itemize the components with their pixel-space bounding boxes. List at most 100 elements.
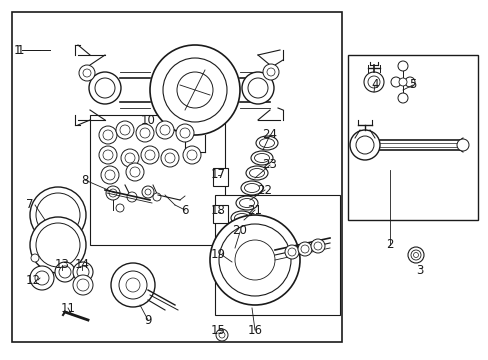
Circle shape	[313, 242, 321, 250]
Circle shape	[77, 279, 89, 291]
Ellipse shape	[223, 241, 244, 255]
Circle shape	[105, 170, 115, 180]
Circle shape	[120, 125, 130, 135]
Text: 24: 24	[262, 129, 277, 141]
Circle shape	[355, 136, 373, 154]
Circle shape	[77, 266, 89, 278]
Circle shape	[103, 150, 113, 160]
Text: 13: 13	[55, 258, 69, 271]
Circle shape	[99, 126, 117, 144]
Circle shape	[349, 130, 379, 160]
Text: 2: 2	[386, 238, 393, 252]
Text: 9: 9	[144, 314, 151, 327]
Circle shape	[119, 271, 147, 299]
Circle shape	[111, 263, 155, 307]
Text: 16: 16	[247, 324, 262, 337]
Text: 11: 11	[61, 302, 75, 315]
Text: 7: 7	[26, 198, 34, 211]
Circle shape	[36, 193, 80, 237]
Circle shape	[216, 329, 227, 341]
Circle shape	[397, 93, 407, 103]
Circle shape	[116, 121, 134, 139]
Text: 1: 1	[13, 44, 20, 57]
Circle shape	[404, 77, 414, 87]
Ellipse shape	[230, 228, 245, 237]
Circle shape	[177, 72, 213, 108]
Text: 23: 23	[262, 158, 277, 171]
Circle shape	[161, 149, 179, 167]
Ellipse shape	[254, 153, 269, 162]
Circle shape	[310, 239, 325, 253]
Circle shape	[242, 72, 273, 104]
Bar	[347, 55, 477, 220]
Circle shape	[141, 146, 159, 164]
Text: 3: 3	[415, 264, 423, 276]
Circle shape	[89, 72, 121, 104]
Circle shape	[219, 332, 224, 338]
Ellipse shape	[219, 258, 241, 272]
Text: 12: 12	[25, 274, 41, 287]
Circle shape	[145, 189, 151, 195]
Circle shape	[109, 189, 117, 197]
Circle shape	[121, 149, 139, 167]
Ellipse shape	[236, 196, 258, 210]
Circle shape	[73, 262, 93, 282]
Circle shape	[219, 224, 290, 296]
Circle shape	[266, 68, 274, 76]
Circle shape	[390, 77, 400, 87]
Ellipse shape	[226, 225, 248, 239]
Circle shape	[180, 128, 190, 138]
Text: 21: 21	[247, 203, 262, 216]
Ellipse shape	[222, 261, 237, 270]
Circle shape	[150, 45, 240, 135]
Circle shape	[126, 163, 143, 181]
Circle shape	[407, 247, 423, 263]
Circle shape	[130, 167, 140, 177]
Circle shape	[83, 69, 91, 77]
Text: 22: 22	[257, 184, 272, 197]
Text: 15: 15	[210, 324, 225, 337]
Circle shape	[73, 275, 93, 295]
Circle shape	[176, 124, 194, 142]
Text: 20: 20	[232, 224, 247, 237]
Ellipse shape	[239, 198, 254, 207]
Circle shape	[127, 192, 137, 202]
Circle shape	[106, 186, 120, 200]
Circle shape	[285, 245, 298, 259]
Circle shape	[186, 150, 197, 160]
Text: 5: 5	[408, 78, 416, 91]
Text: 17: 17	[210, 168, 225, 181]
Circle shape	[156, 121, 174, 139]
Circle shape	[30, 217, 86, 273]
Text: 14: 14	[74, 258, 89, 271]
Circle shape	[367, 76, 379, 88]
Circle shape	[101, 166, 119, 184]
Ellipse shape	[249, 168, 264, 177]
Text: 18: 18	[210, 203, 225, 216]
Circle shape	[142, 186, 154, 198]
Circle shape	[116, 204, 124, 212]
Circle shape	[287, 248, 295, 256]
Circle shape	[79, 65, 95, 81]
Circle shape	[140, 128, 150, 138]
Text: 10: 10	[140, 113, 155, 126]
Circle shape	[136, 124, 154, 142]
Text: 19: 19	[210, 248, 225, 261]
Text: 1-: 1-	[17, 44, 29, 57]
Circle shape	[247, 78, 267, 98]
Ellipse shape	[241, 181, 263, 195]
Circle shape	[263, 64, 279, 80]
Ellipse shape	[259, 139, 274, 148]
Circle shape	[160, 125, 170, 135]
Circle shape	[397, 61, 407, 71]
Circle shape	[398, 78, 406, 86]
Ellipse shape	[250, 151, 272, 165]
Bar	[90, 115, 224, 245]
Circle shape	[126, 278, 140, 292]
Circle shape	[153, 193, 161, 201]
Bar	[213, 205, 227, 223]
Bar	[95, 175, 180, 230]
Circle shape	[95, 78, 115, 98]
Ellipse shape	[234, 213, 249, 222]
Circle shape	[31, 254, 39, 262]
